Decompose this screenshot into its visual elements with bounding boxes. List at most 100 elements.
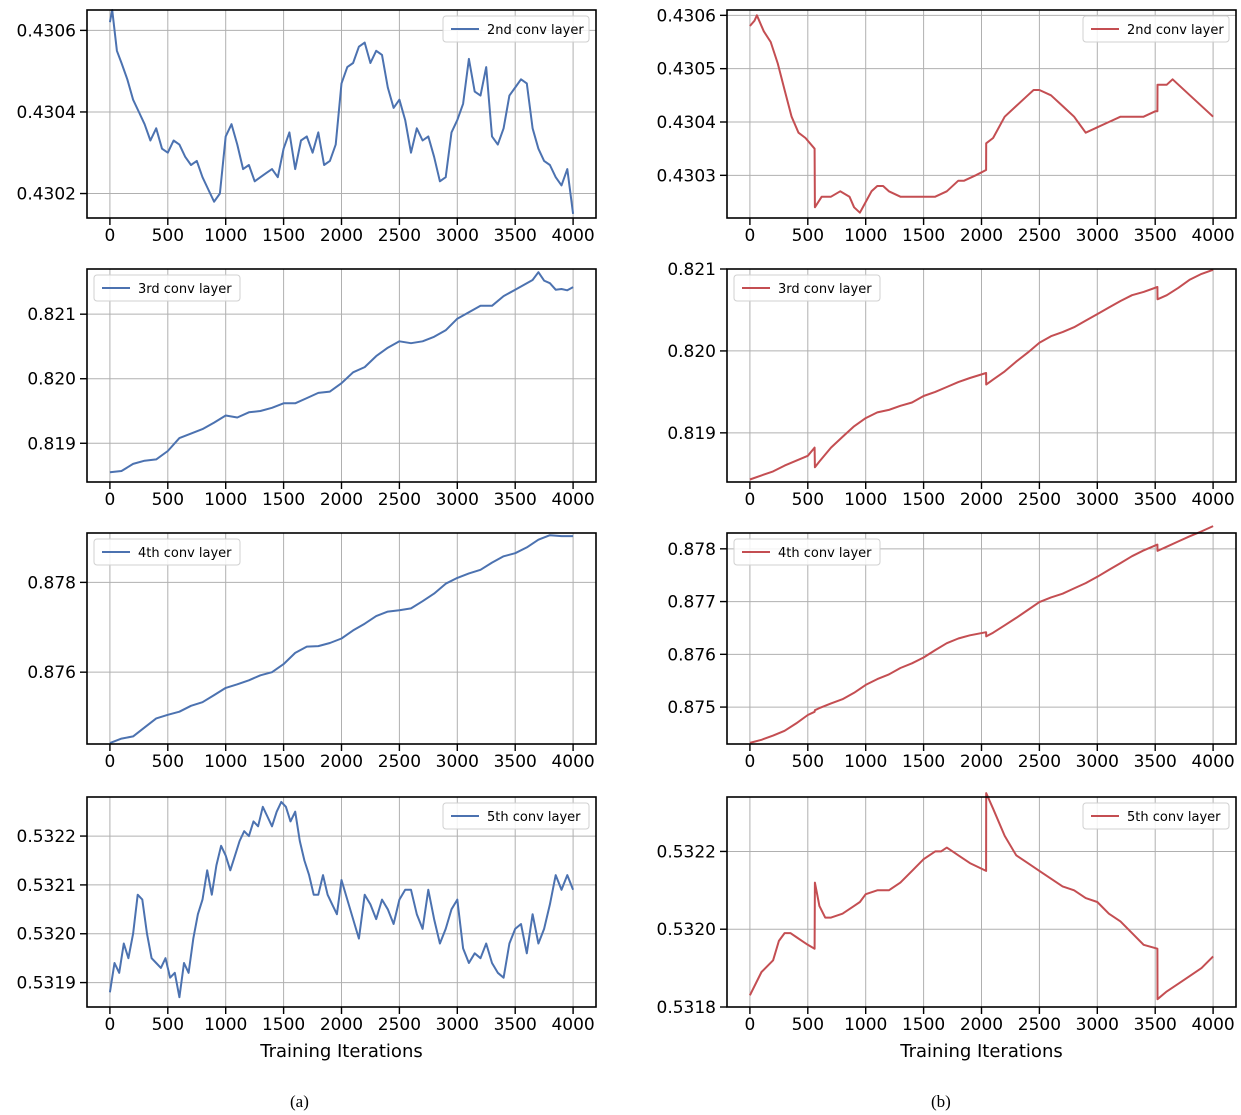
legend-label: 4th conv layer <box>778 546 872 561</box>
legend-box <box>1082 15 1230 43</box>
y-tick-label: 0.876 <box>27 663 76 683</box>
x-tick-label: 3000 <box>436 752 479 772</box>
x-axis-label: Training Iterations <box>259 1041 422 1062</box>
y-tick-label: 0.4305 <box>657 60 716 80</box>
y-tick-label: 0.5319 <box>17 974 76 994</box>
x-tick-label: 4000 <box>1191 226 1234 246</box>
x-tick-label: 2000 <box>320 752 363 772</box>
x-tick-label: 2500 <box>378 490 421 510</box>
caption-a: (a) <box>290 1092 309 1111</box>
x-tick-label: 0 <box>104 1015 115 1035</box>
chart-b3: 0 500 1000 1500 2000 2500 3000 3500 4000 0.875 0.8… <box>667 525 1237 772</box>
x-tick-label: 1000 <box>844 1015 887 1035</box>
legend-box <box>93 274 241 302</box>
chart-a4: 0 500 1000 1500 2000 2500 3000 3500 4000 0.5319 0.… <box>17 796 597 1062</box>
y-tick-label: 0.5320 <box>657 920 716 940</box>
y-tick-label: 0.5318 <box>657 998 716 1018</box>
y-tick-label: 0.820 <box>667 342 716 362</box>
series-line <box>749 268 1214 481</box>
x-tick-label: 2500 <box>1018 490 1061 510</box>
x-tick-label: 4000 <box>551 490 594 510</box>
y-tick-label: 0.819 <box>27 434 76 454</box>
y-tick-label: 0.820 <box>27 370 76 390</box>
chart-b2: 0 500 1000 1500 2000 2500 3000 3500 4000 0.819 0.8… <box>667 260 1237 510</box>
x-tick-label: 2500 <box>378 226 421 246</box>
x-tick-label: 500 <box>792 490 824 510</box>
chart-a2: 0 500 1000 1500 2000 2500 3000 3500 4000 0.819 0.8… <box>27 268 597 510</box>
x-tick-label: 2500 <box>378 1015 421 1035</box>
chart-a3: 0 500 1000 1500 2000 2500 3000 3500 4000 0.876 0.8… <box>27 532 597 772</box>
x-tick-label: 3000 <box>1076 226 1119 246</box>
x-tick-label: 3000 <box>1076 1015 1119 1035</box>
y-tick-label: 0.877 <box>667 593 716 613</box>
legend-label: 3rd conv layer <box>778 282 872 297</box>
y-tick-label: 0.876 <box>667 645 716 665</box>
y-tick-label: 0.4304 <box>657 113 716 133</box>
x-tick-label: 500 <box>152 226 184 246</box>
x-tick-label: 0 <box>744 226 755 246</box>
y-tick-label: 0.4302 <box>17 185 76 205</box>
legend-box <box>733 274 881 302</box>
x-tick-label: 1500 <box>902 490 945 510</box>
x-tick-label: 500 <box>792 752 824 772</box>
x-tick-label: 3000 <box>1076 752 1119 772</box>
x-tick-label: 2000 <box>960 1015 1003 1035</box>
chart-b4: 0 500 1000 1500 2000 2500 3000 3500 4000 0.5318 0.… <box>657 792 1237 1062</box>
x-tick-label: 4000 <box>1191 490 1234 510</box>
series-line <box>108 800 575 999</box>
legend-box <box>733 538 881 566</box>
x-tick-label: 0 <box>104 490 115 510</box>
y-tick-label: 0.878 <box>27 573 76 593</box>
y-tick-label: 0.5322 <box>17 827 76 847</box>
y-tick-label: 0.878 <box>667 540 716 560</box>
x-tick-label: 3500 <box>1134 1015 1177 1035</box>
x-tick-label: 500 <box>792 226 824 246</box>
x-tick-label: 3500 <box>494 490 537 510</box>
x-tick-label: 1000 <box>204 752 247 772</box>
x-tick-label: 1500 <box>262 226 305 246</box>
x-tick-label: 0 <box>744 1015 755 1035</box>
y-tick-label: 0.4304 <box>17 103 76 123</box>
x-tick-label: 1500 <box>262 490 305 510</box>
y-tick-label: 0.4303 <box>657 166 716 186</box>
x-axis-label: Training Iterations <box>899 1041 1062 1062</box>
y-tick-label: 0.4306 <box>657 6 716 26</box>
x-tick-label: 2500 <box>1018 752 1061 772</box>
legend-label: 2nd conv layer <box>1127 23 1224 38</box>
x-tick-label: 0 <box>744 752 755 772</box>
x-tick-label: 2500 <box>1018 1015 1061 1035</box>
y-tick-label: 0.821 <box>27 305 76 325</box>
x-tick-label: 4000 <box>551 226 594 246</box>
x-tick-label: 2000 <box>320 1015 363 1035</box>
y-tick-label: 0.819 <box>667 424 716 444</box>
y-tick-label: 0.4306 <box>17 21 76 41</box>
x-tick-label: 3500 <box>1134 490 1177 510</box>
x-tick-label: 2500 <box>378 752 421 772</box>
x-tick-label: 3000 <box>436 1015 479 1035</box>
legend-box <box>442 802 590 830</box>
legend-label: 4th conv layer <box>138 546 232 561</box>
x-tick-label: 4000 <box>1191 1015 1234 1035</box>
x-tick-label: 500 <box>152 1015 184 1035</box>
series-line <box>749 792 1214 1001</box>
series-line <box>109 534 574 745</box>
x-tick-label: 3500 <box>494 1015 537 1035</box>
y-tick-label: 0.5322 <box>657 842 716 862</box>
series-line <box>108 9 575 215</box>
x-tick-label: 1000 <box>844 490 887 510</box>
x-tick-label: 4000 <box>551 1015 594 1035</box>
x-tick-label: 3500 <box>1134 752 1177 772</box>
x-tick-label: 500 <box>792 1015 824 1035</box>
x-tick-label: 3000 <box>1076 490 1119 510</box>
chart-a1: 0 500 1000 1500 2000 2500 3000 3500 4000 0.4302 0.… <box>17 9 597 246</box>
x-tick-label: 1500 <box>902 226 945 246</box>
legend-label: 3rd conv layer <box>138 282 232 297</box>
x-tick-label: 1500 <box>902 1015 945 1035</box>
x-tick-label: 4000 <box>1191 752 1234 772</box>
x-tick-label: 0 <box>744 490 755 510</box>
series-line <box>109 271 574 474</box>
x-tick-label: 500 <box>152 490 184 510</box>
y-tick-label: 0.821 <box>667 260 716 280</box>
x-tick-label: 3500 <box>494 226 537 246</box>
